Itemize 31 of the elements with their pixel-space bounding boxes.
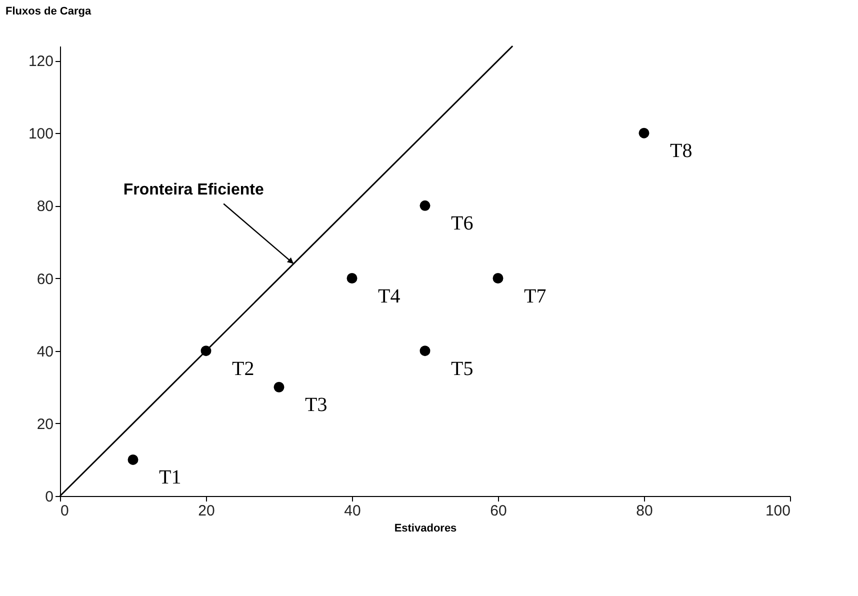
data-label: T2 <box>232 358 254 380</box>
y-tick-label: 40 <box>36 343 54 360</box>
data-label: T7 <box>524 285 546 308</box>
point <box>420 346 430 356</box>
y-tick-label: 20 <box>36 416 54 433</box>
x-tick-label: 80 <box>636 502 653 520</box>
x-tick-label: 20 <box>198 502 215 520</box>
y-tick-label: 0 <box>45 488 54 506</box>
y-tick-label: 80 <box>36 198 54 216</box>
y-axis-title: Fluxos de Carga <box>6 6 92 18</box>
annotation: Fronteira Eficiente <box>123 182 264 199</box>
y-tick-label: 120 <box>28 53 54 70</box>
x-tick-label: 100 <box>765 502 790 520</box>
point <box>346 273 358 284</box>
data-label: T3 <box>305 394 328 416</box>
data-label: T5 <box>451 358 474 380</box>
point <box>492 273 504 284</box>
data-label: T1 <box>159 466 182 489</box>
x-tick-label: 60 <box>490 502 507 520</box>
data-label: T8 <box>670 140 692 162</box>
point <box>128 454 138 465</box>
x-tick-label: 0 <box>60 502 69 520</box>
point <box>638 128 650 138</box>
y-tick-label: 60 <box>36 270 54 288</box>
point <box>274 382 284 392</box>
data-label: T4 <box>378 285 400 308</box>
y-tick-label: 100 <box>28 126 54 143</box>
x-tick-label: 40 <box>344 502 361 520</box>
x-axis-title: Estivadores <box>394 522 457 534</box>
data-label: T6 <box>451 212 474 235</box>
point <box>420 200 430 211</box>
